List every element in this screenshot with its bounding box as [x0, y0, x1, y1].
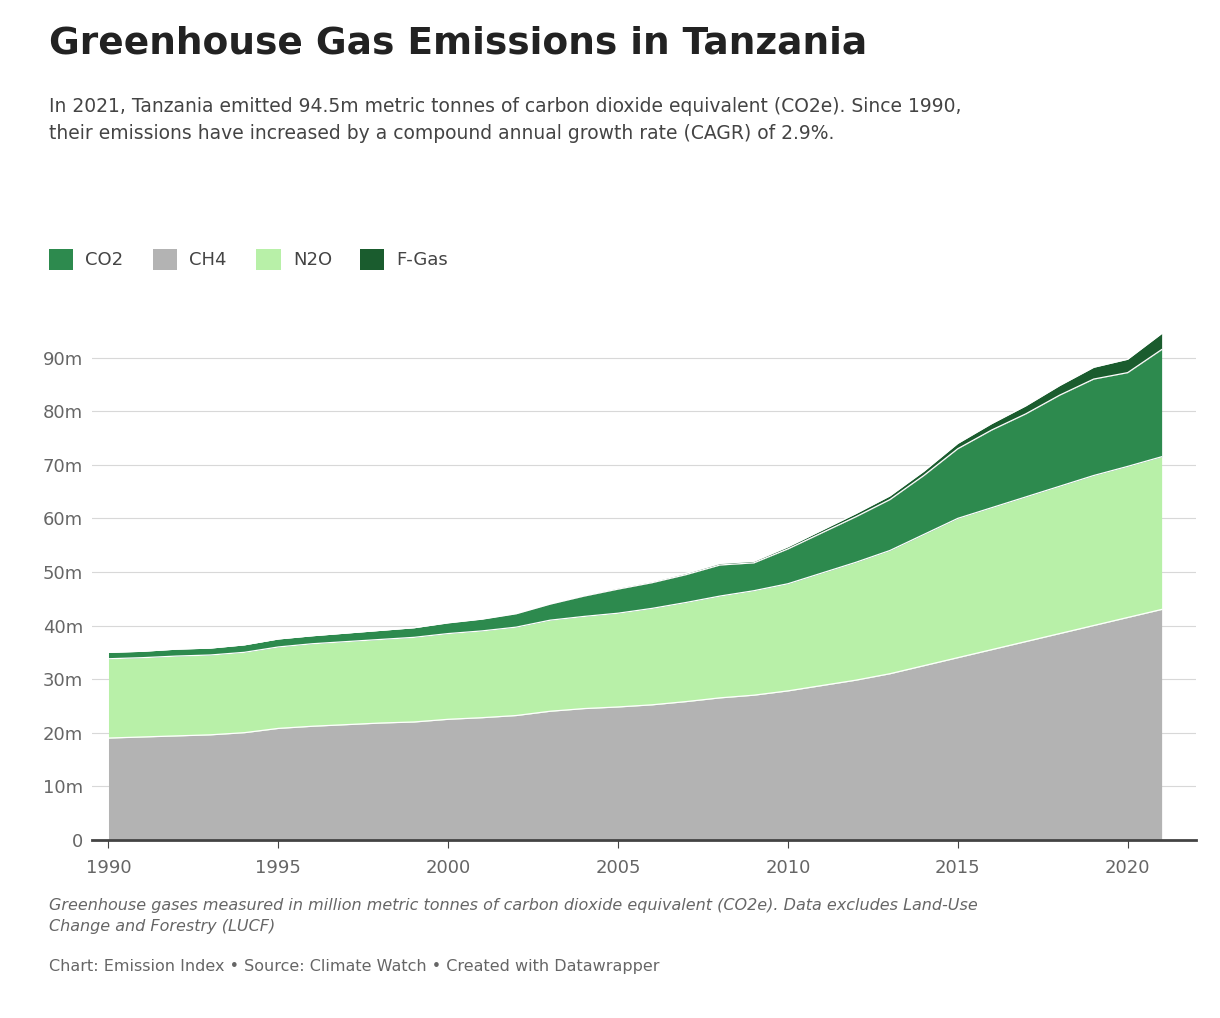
Text: In 2021, Tanzania emitted 94.5m metric tonnes of carbon dioxide equivalent (CO2e: In 2021, Tanzania emitted 94.5m metric t…	[49, 97, 961, 143]
Text: Chart: Emission Index • Source: Climate Watch • Created with Datawrapper: Chart: Emission Index • Source: Climate …	[49, 959, 659, 974]
Text: N2O: N2O	[293, 250, 332, 269]
Text: F-Gas: F-Gas	[396, 250, 448, 269]
Text: Greenhouse gases measured in million metric tonnes of carbon dioxide equivalent : Greenhouse gases measured in million met…	[49, 898, 977, 934]
Text: CO2: CO2	[85, 250, 123, 269]
Text: CH4: CH4	[189, 250, 227, 269]
Text: Greenhouse Gas Emissions in Tanzania: Greenhouse Gas Emissions in Tanzania	[49, 25, 867, 61]
